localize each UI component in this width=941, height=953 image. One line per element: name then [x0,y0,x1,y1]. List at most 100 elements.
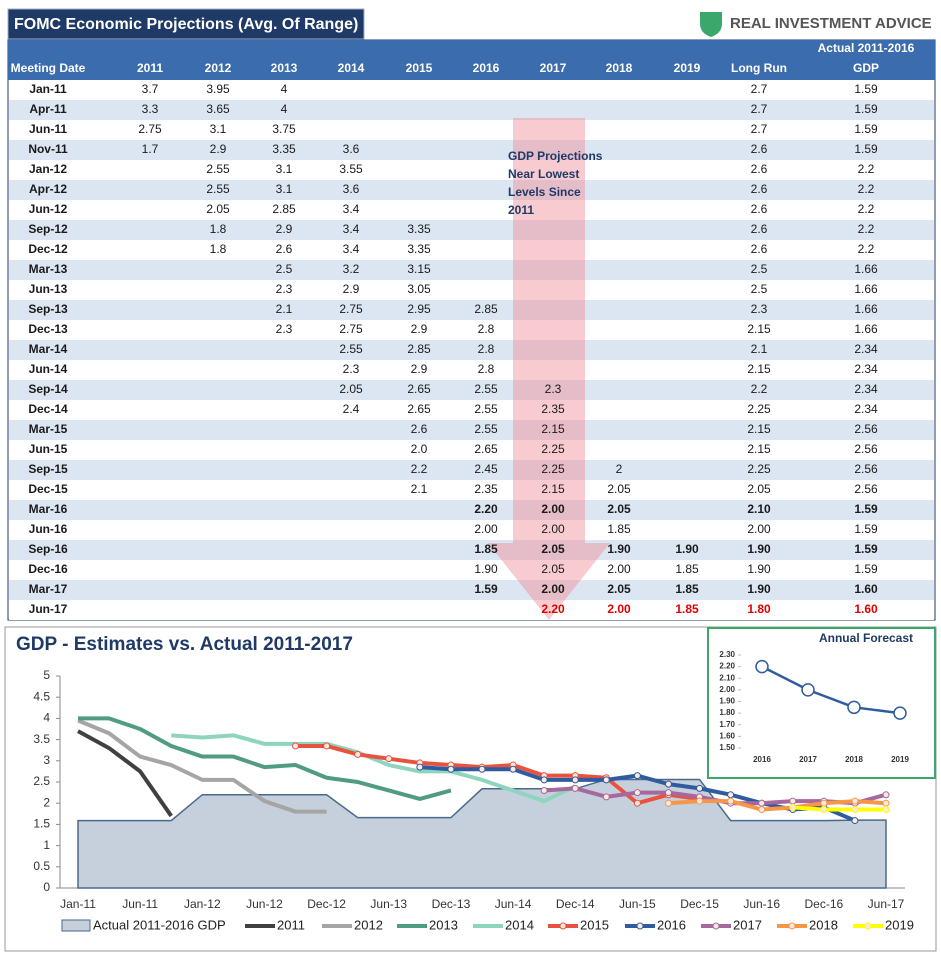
table-row [9,540,934,560]
marker [882,799,890,807]
inset-x-tick-label: 2018 [845,755,863,764]
table-cell: 2.00 [541,582,565,596]
x-tick-label: Jun-11 [122,897,158,911]
table-cell: 2.6 [751,222,768,236]
marker [789,797,797,805]
table-cell: 3.75 [272,122,296,136]
table-cell: 1.66 [854,282,878,296]
table-row [9,280,934,300]
table-cell: 1.85 [474,542,498,556]
table-cell: 2.35 [541,402,565,416]
table-cell: 1.59 [854,122,878,136]
legend-swatch [61,919,91,932]
table-cell: 2.34 [854,362,878,376]
page-title: FOMC Economic Projections (Avg. Of Range… [14,16,358,33]
y-tick-label: 3.5 [33,732,50,746]
marker [882,806,890,814]
table-row [9,220,934,240]
table-cell: 2.10 [747,502,771,516]
table-cell: 3.35 [407,222,431,236]
table-cell: 2.34 [854,382,878,396]
table-row [9,520,934,540]
table-cell: 2.9 [210,142,227,156]
series-line [77,718,327,814]
table-cell: 2.00 [474,522,498,536]
table-cell: 2.05 [541,562,565,576]
table-cell: 1.66 [854,322,878,336]
marker [633,772,641,780]
table-cell: 2.75 [138,122,162,136]
table-cell: 2.55 [206,162,230,176]
table-cell: 2.15 [747,422,771,436]
table-row [9,120,934,140]
legend-label: 2014 [505,917,534,932]
table-cell: 2.7 [751,122,768,136]
row-label: Jun-11 [29,122,67,136]
x-tick-label: Jun-16 [743,897,780,911]
table-cell: 1.90 [675,542,699,556]
table-cell: 2.85 [474,302,498,316]
legend-label: 2015 [580,917,609,932]
row-label: Dec-12 [28,242,68,256]
table-cell: 2.2 [858,202,875,216]
column-header: Meeting Date [11,61,86,75]
table-cell: 3.7 [142,82,159,96]
table-row [9,420,934,440]
table-cell: 1.8 [210,242,227,256]
table-cell: 2.85 [407,342,431,356]
column-header: GDP [853,61,879,75]
row-label: Jun-14 [29,362,68,376]
table-cell: 2.0 [411,442,428,456]
inset-x-tick-label: 2016 [753,755,771,764]
series-line [77,729,173,818]
table-cell: 2.15 [747,322,771,336]
marker [758,799,766,807]
table-cell: 2.65 [474,442,498,456]
y-tick-label: 0 [43,880,50,894]
inset-title: Annual Forecast [819,631,913,645]
row-label: Sep-14 [28,382,68,396]
y-tick-label: 0.5 [33,859,50,873]
annotation: Near Lowest [508,167,579,181]
logo-icon [700,12,722,37]
table-cell: 2.05 [607,482,631,496]
y-tick-label: 2 [43,795,50,809]
table-cell: 1.90 [747,582,771,596]
table-cell: 2.8 [478,322,495,336]
y-tick-label: 2.5 [33,774,50,788]
row-label: Dec-16 [28,562,68,576]
row-label: Dec-13 [28,322,68,336]
table-row [9,240,934,260]
table-cell: 2.9 [276,222,293,236]
marker [354,750,362,758]
table-cell: 1.85 [675,562,699,576]
x-tick-label: Dec-14 [556,897,595,911]
inset-line [761,665,901,715]
table-cell: 1.85 [607,522,631,536]
series-line [295,743,700,806]
table-cell: 1.60 [854,602,878,616]
marker [696,797,704,805]
table-cell: 2.15 [541,482,565,496]
series-line [792,805,886,812]
table-cell: 2.6 [751,202,768,216]
table-cell: 2.5 [751,262,768,276]
inset-x-tick-label: 2017 [799,755,817,764]
table-cell: 1.85 [675,602,699,616]
inset-y-tick-label: 1.90 [719,697,735,706]
series-line [171,733,577,804]
legend-marker [712,922,720,930]
inset-y-tick-label: 1.60 [719,731,735,740]
table-cell: 3.3 [142,102,159,116]
row-label: Jun-17 [29,602,68,616]
x-tick-label: Dec-16 [805,897,844,911]
table-cell: 2.6 [411,422,428,436]
table-cell: 2.5 [276,262,293,276]
table-cell: 2.25 [541,442,565,456]
legend-marker [636,922,644,930]
table-cell: 2.6 [751,162,768,176]
table-cell: 2.00 [607,562,631,576]
table-cell: 2.00 [541,522,565,536]
table-cell: 3.35 [272,142,296,156]
